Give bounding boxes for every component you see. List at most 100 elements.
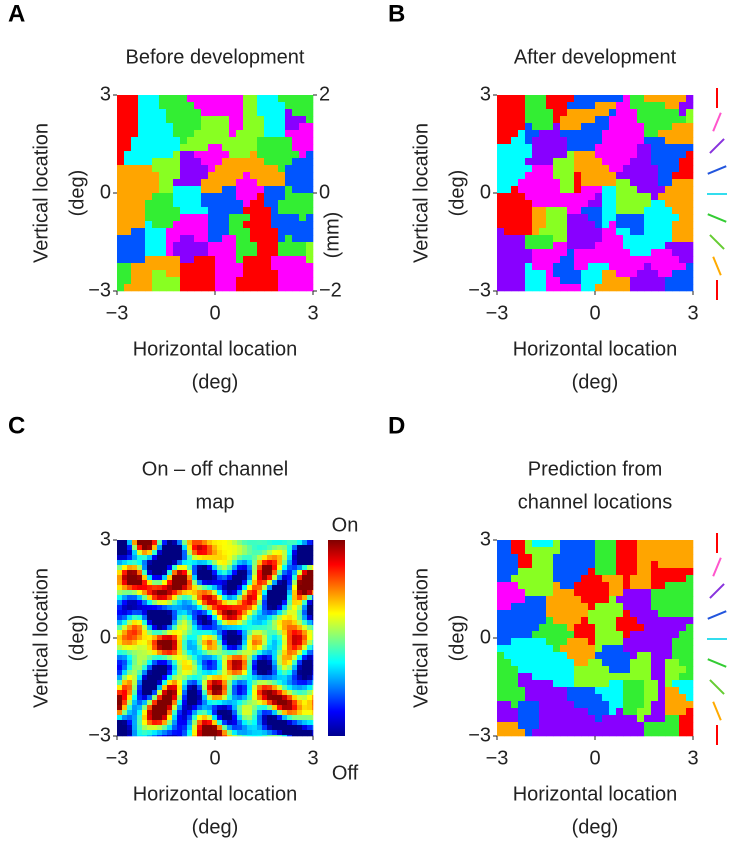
- map-cell: [267, 625, 273, 631]
- map-cell: [138, 249, 146, 257]
- map-cell: [117, 620, 123, 626]
- map-cell: [553, 165, 561, 173]
- map-cell: [202, 645, 208, 651]
- map-cell: [299, 186, 307, 194]
- map-cell: [595, 673, 603, 681]
- map-cell: [278, 123, 286, 131]
- map-cell: [539, 729, 547, 737]
- map-cell: [180, 277, 188, 285]
- map-cell: [511, 109, 519, 117]
- map-cell: [131, 228, 139, 236]
- map-cell: [595, 116, 603, 124]
- map-cell: [159, 207, 167, 215]
- map-cell: [166, 172, 174, 180]
- map-cell: [539, 263, 547, 271]
- map-cell: [215, 270, 223, 278]
- map-cell: [138, 151, 146, 159]
- map-cell: [242, 585, 248, 591]
- map-cell: [609, 284, 617, 292]
- map-cell: [581, 284, 589, 292]
- map-cell: [539, 652, 547, 660]
- map-cell: [192, 585, 198, 591]
- map-cell: [637, 277, 645, 285]
- map-cell: [257, 640, 263, 646]
- map-cell: [152, 695, 158, 701]
- map-cell: [122, 550, 128, 556]
- map-cell: [504, 701, 512, 709]
- map-cell: [257, 277, 265, 285]
- map-cell: [157, 720, 163, 726]
- map-cell: [187, 555, 193, 561]
- map-cell: [574, 221, 582, 229]
- map-cell: [504, 95, 512, 103]
- map-cell: [287, 615, 293, 621]
- map-cell: [658, 172, 666, 180]
- map-cell: [623, 652, 631, 660]
- map-cell: [131, 277, 139, 285]
- map-cell: [658, 680, 666, 688]
- map-cell: [192, 685, 198, 691]
- map-cell: [616, 263, 624, 271]
- map-cell: [187, 685, 193, 691]
- map-cell: [616, 151, 624, 159]
- map-cell: [147, 660, 153, 666]
- map-cell: [511, 179, 519, 187]
- map-cell: [539, 540, 547, 548]
- map-cell: [277, 655, 283, 661]
- map-cell: [264, 284, 272, 292]
- map-cell: [262, 570, 268, 576]
- map-cell: [117, 735, 123, 737]
- panel-letter: A: [8, 0, 25, 27]
- colorbar: [328, 540, 345, 736]
- map-cell: [132, 645, 138, 651]
- map-cell: [132, 615, 138, 621]
- map-cell: [497, 568, 505, 576]
- map-cell: [264, 179, 272, 187]
- map-cell: [252, 670, 258, 676]
- map-cell: [504, 722, 512, 730]
- map-cell: [553, 680, 561, 688]
- map-cell: [497, 284, 505, 292]
- map-cell: [236, 186, 244, 194]
- map-cell: [658, 715, 666, 723]
- map-cell: [278, 165, 286, 173]
- map-cell: [546, 638, 554, 646]
- map-cell: [264, 200, 272, 208]
- map-cell: [560, 631, 568, 639]
- map-cell: [630, 207, 638, 215]
- map-cell: [177, 685, 183, 691]
- map-cell: [546, 617, 554, 625]
- map-cell: [212, 640, 218, 646]
- map-cell: [138, 277, 146, 285]
- map-cell: [247, 550, 253, 556]
- map-cell: [180, 144, 188, 152]
- map-cell: [197, 670, 203, 676]
- map-cell: [637, 624, 645, 632]
- map-cell: [560, 165, 568, 173]
- map-cell: [264, 214, 272, 222]
- map-cell: [637, 722, 645, 730]
- map-cell: [539, 144, 547, 152]
- map-cell: [167, 730, 173, 736]
- map-cell: [277, 545, 283, 551]
- map-cell: [297, 700, 303, 706]
- map-cell: [152, 605, 158, 611]
- map-cell: [201, 165, 209, 173]
- map-cell: [623, 137, 631, 145]
- map-cell: [277, 720, 283, 726]
- map-cell: [137, 700, 143, 706]
- map-cell: [201, 151, 209, 159]
- map-cell: [173, 256, 181, 264]
- map-cell: [546, 193, 554, 201]
- map-cell: [312, 700, 314, 706]
- map-cell: [271, 172, 279, 180]
- map-cell: [277, 700, 283, 706]
- map-cell: [287, 600, 293, 606]
- map-cell: [312, 675, 314, 681]
- map-cell: [282, 605, 288, 611]
- map-cell: [257, 685, 263, 691]
- map-cell: [215, 172, 223, 180]
- map-cell: [145, 200, 153, 208]
- map-cell: [302, 545, 308, 551]
- map-cell: [637, 165, 645, 173]
